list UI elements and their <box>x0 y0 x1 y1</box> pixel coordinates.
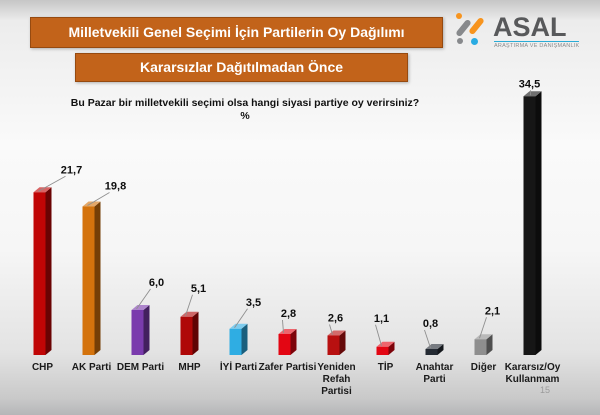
leader-line-yeniden-refah-partisi <box>329 324 333 335</box>
survey-question-unit: % <box>240 110 250 122</box>
bar-label-ak-parti: AK Parti <box>72 362 112 373</box>
bar-label-mhp: MHP <box>178 362 201 373</box>
leader-line-i-yi-parti <box>234 308 248 329</box>
bar-value-i-yi-parti: 3,5 <box>246 297 261 309</box>
page-number: 15 <box>540 385 551 395</box>
bar-side-dem-parti <box>143 305 150 355</box>
bar-chp <box>33 192 46 355</box>
bar-value-mhp: 5,1 <box>191 283 206 295</box>
bar-yeniden-refah-partisi <box>327 335 340 355</box>
bar-mhp <box>180 316 193 355</box>
bar-label-i-yi-parti: İYİ Parti <box>220 360 257 373</box>
bar-side-anahtar-parti <box>437 344 444 355</box>
bar-top-chp <box>33 187 52 193</box>
leader-line-mhp <box>185 294 193 316</box>
leader-line-dem-parti <box>136 288 151 310</box>
leader-line-zafer-partisi <box>282 319 284 334</box>
bar-side-ak-parti <box>94 201 101 355</box>
bar-value-ti-p: 1,1 <box>374 313 389 325</box>
bar-karars-z-oy-kullanmam <box>523 96 536 355</box>
bar-side-yeniden-refah-partisi <box>339 330 346 355</box>
bar-value-anahtar-parti: 0,8 <box>423 318 438 330</box>
bar-top-mhp <box>180 311 199 317</box>
bar-label-zafer-partisi: Zafer Partisi <box>259 362 317 373</box>
bar-value-yeniden-refah-partisi: 2,6 <box>328 313 343 325</box>
bar-label-karars-z-oy-kullanmam: Kararsız/Oy Kullanmam <box>505 362 561 385</box>
bar-ak-parti <box>82 206 95 355</box>
bar-side-zafer-partisi <box>290 329 297 355</box>
subtitle-banner-text: Kararsızlar Dağıtılmadan Önce <box>139 59 344 75</box>
bar-value-zafer-partisi: 2,8 <box>281 308 296 320</box>
bar-di-er <box>474 339 487 355</box>
bar-side-chp <box>45 187 52 355</box>
bar-ti-p <box>376 346 389 355</box>
bar-anahtar-parti <box>425 349 438 355</box>
logo-wordmark: ASAL <box>493 12 567 42</box>
bar-label-dem-parti: DEM Parti <box>117 362 164 373</box>
leader-line-ak-parti <box>87 192 110 206</box>
bar-side-i-yi-parti <box>241 323 248 355</box>
survey-question: Bu Pazar bir milletvekili seçimi olsa ha… <box>20 97 470 123</box>
leader-line-ti-p <box>375 324 382 346</box>
bar-value-karars-z-oy-kullanmam: 34,5 <box>519 78 540 90</box>
bar-value-chp: 21,7 <box>61 164 82 176</box>
bar-label-chp: CHP <box>32 362 53 373</box>
bar-top-ak-parti <box>82 201 101 207</box>
title-banner: Milletvekili Genel Seçimi İçin Partileri… <box>30 17 443 48</box>
bar-top-i-yi-parti <box>229 323 248 329</box>
bar-label-di-er: Diğer <box>471 362 497 373</box>
bar-side-di-er <box>486 334 493 355</box>
asal-percent-mark-icon <box>453 12 489 48</box>
bar-label-yeniden-refah-partisi: Yeniden Refah Partisi <box>317 362 355 397</box>
leader-line-anahtar-parti <box>424 329 431 349</box>
survey-question-text: Bu Pazar bir milletvekili seçimi olsa ha… <box>70 97 420 109</box>
bar-zafer-partisi <box>278 334 291 355</box>
subtitle-banner: Kararsızlar Dağıtılmadan Önce <box>75 53 408 82</box>
bar-value-dem-parti: 6,0 <box>149 277 164 289</box>
bar-side-mhp <box>192 311 199 355</box>
bar-label-ti-p: TİP <box>378 360 394 373</box>
bar-dem-parti <box>131 310 144 355</box>
bar-label-anahtar-parti: Anahtar Parti <box>416 362 454 385</box>
leader-line-di-er <box>479 317 487 339</box>
bar-value-di-er: 2,1 <box>485 305 500 317</box>
bar-top-di-er <box>474 334 493 340</box>
bar-top-karars-z-oy-kullanmam <box>523 91 542 97</box>
bar-side-ti-p <box>388 341 395 355</box>
leader-line-chp <box>38 175 66 192</box>
asal-logo: ASAL ARAŞTIRMA VE DANIŞMANLIK <box>453 10 588 54</box>
bar-i-yi-parti <box>229 328 242 355</box>
logo-tagline: ARAŞTIRMA VE DANIŞMANLIK <box>494 41 580 49</box>
bar-side-karars-z-oy-kullanmam <box>535 91 542 355</box>
bar-top-dem-parti <box>131 305 150 310</box>
bar-value-ak-parti: 19,8 <box>105 181 126 193</box>
title-banner-text: Milletvekili Genel Seçimi İçin Partileri… <box>68 24 405 40</box>
